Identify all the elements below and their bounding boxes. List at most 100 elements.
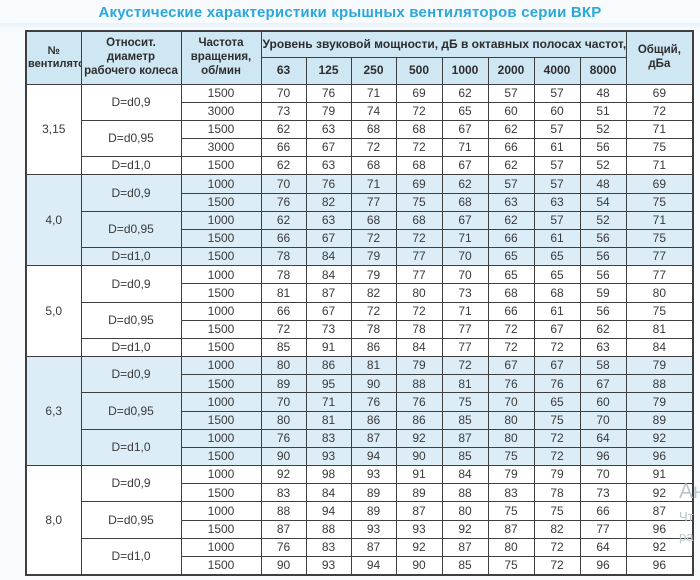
header-freq-4000: 4000 (533, 56, 581, 85)
sound-level-cell: 90 (395, 446, 443, 467)
sound-level-cell: 80 (260, 356, 307, 376)
sound-level-cell: 76 (260, 192, 307, 212)
sound-level-cell: 73 (260, 101, 307, 121)
sound-level-cell: 88 (260, 501, 307, 521)
fan-number-cell: 6,3 (25, 356, 82, 467)
sound-level-cell: 75 (487, 501, 535, 521)
sound-level-cell: 72 (395, 301, 443, 321)
sound-level-cell: 92 (395, 537, 443, 557)
sound-level-cell: 92 (441, 519, 489, 539)
sound-level-cell: 77 (350, 192, 397, 212)
total-dba-cell: 71 (625, 156, 694, 176)
sound-level-cell: 82 (305, 192, 352, 212)
rotation-speed-cell: 1500 (180, 410, 262, 430)
sound-level-cell: 78 (260, 265, 307, 285)
rotation-speed-cell: 1000 (180, 465, 262, 485)
sound-level-cell: 71 (350, 174, 397, 194)
rotation-speed-cell: 1000 (180, 174, 262, 194)
sound-level-cell: 70 (441, 247, 489, 267)
total-dba-cell: 88 (625, 374, 694, 394)
sound-level-cell: 65 (487, 265, 535, 285)
sound-level-cell: 76 (305, 83, 352, 103)
sound-level-cell: 98 (305, 465, 352, 485)
sound-level-cell: 88 (441, 483, 489, 503)
sound-level-cell: 67 (441, 210, 489, 230)
table-header: № вентилятора Относит. диаметр рабочего … (25, 30, 694, 85)
sound-level-cell: 87 (487, 519, 535, 539)
sound-level-cell: 67 (441, 156, 489, 176)
sound-level-cell: 63 (305, 156, 352, 176)
sound-level-cell: 68 (487, 283, 535, 303)
sound-level-cell: 86 (350, 410, 397, 430)
sound-level-cell: 57 (533, 156, 581, 176)
sound-level-cell: 84 (305, 265, 352, 285)
sound-level-cell: 70 (260, 392, 307, 412)
sound-level-cell: 90 (350, 374, 397, 394)
sound-level-cell: 67 (441, 119, 489, 140)
sound-level-cell: 87 (260, 519, 307, 539)
total-dba-cell: 92 (625, 428, 694, 448)
sound-level-cell: 73 (441, 283, 489, 303)
sound-level-cell: 79 (305, 101, 352, 121)
watermark-line: Ан (679, 480, 700, 503)
sound-level-cell: 65 (487, 247, 535, 267)
table-row: 1500 89 95 90 88 81 76 76 67 88 (26, 374, 694, 394)
sound-level-cell: 72 (395, 228, 443, 249)
sound-level-cell: 77 (441, 319, 489, 339)
watermark-line: ра (679, 529, 694, 544)
sound-level-cell: 93 (350, 519, 397, 539)
sound-level-cell: 72 (441, 356, 489, 376)
sound-level-cell: 91 (395, 465, 443, 485)
sound-level-cell: 72 (533, 537, 581, 557)
sound-level-cell: 67 (305, 301, 352, 321)
sound-level-cell: 84 (441, 465, 489, 485)
sound-level-cell: 72 (533, 446, 581, 467)
rotation-speed-cell: 1500 (180, 319, 262, 339)
table-row: 5,0 D=d0,9 1000 78 84 79 77 70 65 65 56 77 (25, 265, 694, 358)
sound-level-cell: 76 (260, 428, 307, 448)
sound-level-cell: 78 (395, 319, 443, 339)
sound-level-cell: 54 (579, 192, 627, 212)
total-dba-cell: 81 (625, 319, 694, 339)
sound-level-cell: 68 (395, 119, 443, 140)
table-row: 4,0 D=d0,9 1000 70 76 71 69 62 57 57 48 69 (25, 174, 694, 267)
sound-level-cell: 85 (441, 446, 489, 467)
sound-level-cell: 74 (350, 101, 397, 121)
sound-level-cell: 75 (487, 446, 535, 467)
sound-level-cell: 72 (395, 101, 443, 121)
sound-level-cell: 80 (487, 410, 535, 430)
header-rotation-speed: Частота вращения, об/мин (180, 30, 262, 85)
sound-level-cell: 68 (441, 192, 489, 212)
header-total-dba: Общий, дБа (625, 30, 694, 85)
total-dba-cell: 79 (625, 392, 694, 412)
title-divider (0, 23, 700, 29)
table-row: 1500 90 93 94 90 85 75 72 96 96 (26, 555, 694, 576)
sound-level-cell: 72 (350, 228, 397, 249)
rotation-speed-cell: 1500 (180, 374, 262, 394)
sound-level-cell: 66 (579, 501, 627, 521)
rotation-speed-cell: 1000 (180, 392, 262, 412)
sound-level-cell: 57 (533, 119, 581, 140)
sound-level-cell: 72 (350, 301, 397, 321)
sound-level-cell: 61 (533, 301, 581, 321)
sound-level-cell: 70 (260, 83, 307, 103)
sound-level-cell: 77 (579, 519, 627, 539)
sound-level-cell: 80 (395, 283, 443, 303)
total-dba-cell: 77 (625, 247, 694, 267)
rotation-speed-cell: 1000 (180, 301, 262, 321)
sound-level-cell: 68 (395, 156, 443, 176)
sound-level-cell: 62 (487, 156, 535, 176)
sound-level-cell: 93 (305, 555, 352, 576)
sound-level-cell: 90 (395, 555, 443, 576)
sound-level-cell: 67 (305, 138, 352, 158)
sound-level-cell: 92 (260, 465, 307, 485)
table-body: 3,15 D=d0,9 1500 70 76 71 69 62 57 57 48 69 3000 73 79… (25, 83, 694, 576)
table-row: D=d0,95 1000 70 71 76 76 75 70 65 60 79 (26, 392, 694, 430)
sound-level-cell: 63 (305, 210, 352, 230)
rotation-speed-cell: 1000 (180, 265, 262, 285)
sound-level-cell: 85 (441, 555, 489, 576)
impeller-diameter-cell: D=d0,9 (80, 265, 182, 303)
sound-level-cell: 94 (350, 446, 397, 467)
total-dba-cell: 96 (625, 555, 694, 576)
sound-level-cell: 87 (350, 428, 397, 448)
